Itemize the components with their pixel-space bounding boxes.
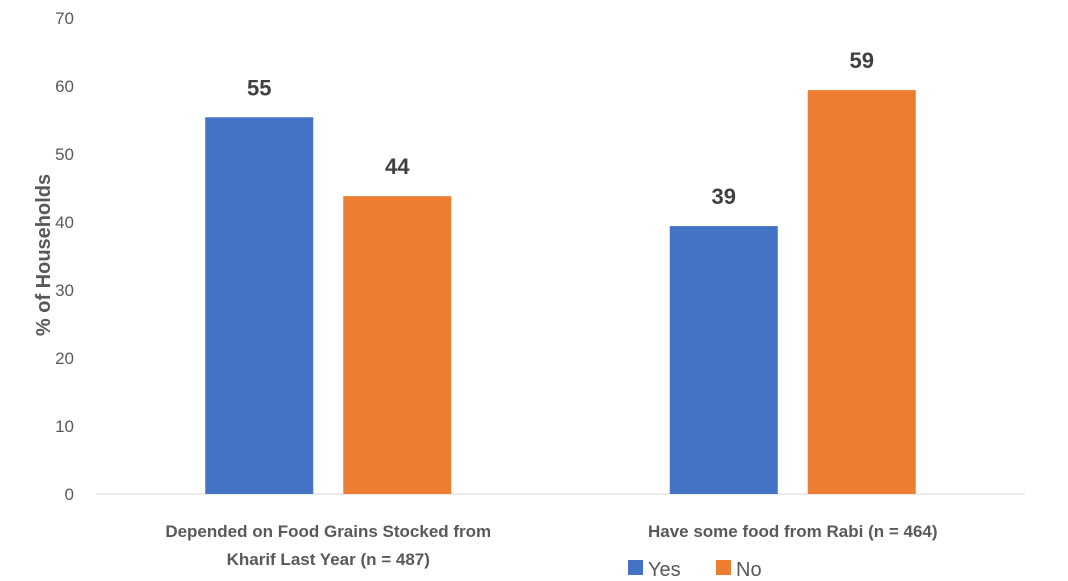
y-axis-label: % of Households [33, 174, 55, 336]
y-tick-label: 0 [65, 485, 74, 504]
y-tick-label: 70 [55, 9, 74, 28]
y-tick-label: 50 [55, 145, 74, 164]
data-label: 55 [247, 75, 271, 100]
y-tick-label: 10 [55, 417, 74, 436]
data-label: 39 [712, 184, 736, 209]
y-tick-label: 30 [55, 281, 74, 300]
legend-swatch-no [716, 560, 731, 575]
x-category-label: Depended on Food Grains Stocked from Khar… [165, 522, 491, 569]
x-category-label: Have some food from Rabi (n = 464) [648, 522, 938, 541]
y-tick-label: 60 [55, 77, 74, 96]
data-label: 44 [385, 154, 410, 179]
data-label: 59 [850, 48, 874, 73]
legend-label-yes: Yes [648, 559, 681, 581]
legend-label-no: No [736, 559, 762, 581]
bar-no [343, 196, 452, 494]
bar-yes [669, 226, 778, 494]
y-tick-label: 20 [55, 349, 74, 368]
bar-yes [205, 117, 314, 494]
bar-no [807, 90, 916, 494]
y-tick-label: 40 [55, 213, 74, 232]
legend-swatch-yes [628, 560, 643, 575]
